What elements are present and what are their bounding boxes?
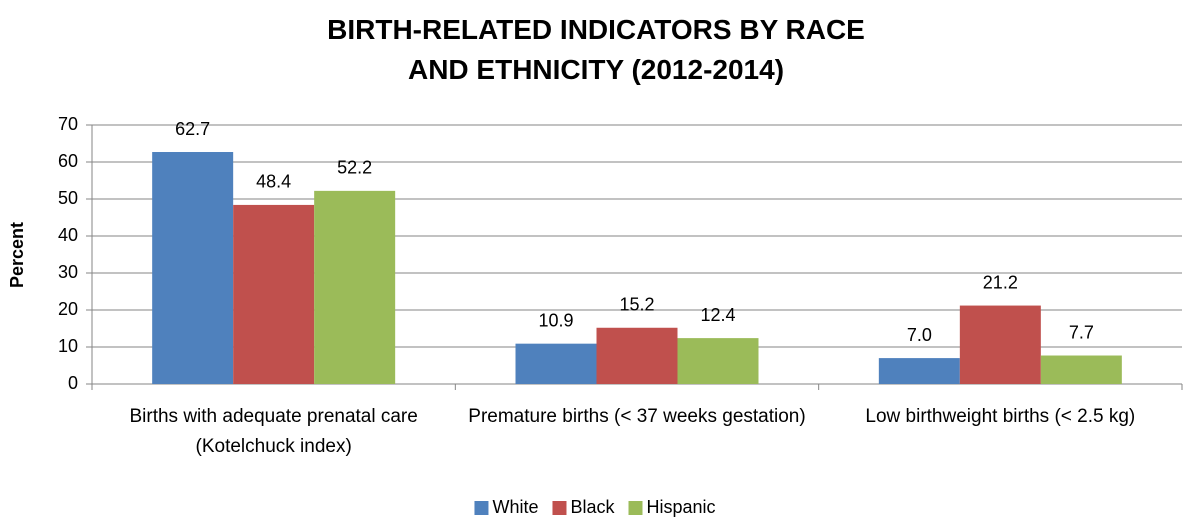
y-tick-label: 50 bbox=[58, 188, 78, 208]
bar bbox=[314, 190, 396, 384]
bar bbox=[515, 343, 597, 384]
data-label: 48.4 bbox=[256, 172, 291, 192]
y-tick-label: 10 bbox=[58, 336, 78, 356]
chart-title: BIRTH-RELATED INDICATORS BY RACE AND ETH… bbox=[327, 14, 865, 85]
x-tick-label: Births with adequate prenatal care (Kote… bbox=[129, 406, 418, 457]
data-label: 7.0 bbox=[907, 325, 932, 345]
data-label: 62.7 bbox=[175, 119, 210, 139]
legend-label: Black bbox=[570, 497, 615, 517]
bar bbox=[1040, 355, 1122, 384]
data-label: 7.7 bbox=[1069, 322, 1094, 342]
y-axis-label: Percent bbox=[7, 222, 27, 288]
legend-swatch bbox=[474, 501, 489, 515]
y-tick-label: 0 bbox=[68, 373, 78, 393]
bar bbox=[878, 358, 960, 384]
bar bbox=[596, 327, 678, 384]
bar bbox=[233, 204, 315, 384]
data-label: 12.4 bbox=[700, 305, 735, 325]
legend-swatch bbox=[552, 501, 567, 515]
data-label: 21.2 bbox=[983, 272, 1018, 292]
y-tick-label: 20 bbox=[58, 299, 78, 319]
y-tick-label: 40 bbox=[58, 225, 78, 245]
y-tick-label: 70 bbox=[58, 114, 78, 134]
data-label: 52.2 bbox=[337, 158, 372, 178]
legend-swatch bbox=[628, 501, 643, 515]
legend-label: White bbox=[492, 497, 538, 517]
bar bbox=[152, 152, 234, 384]
legend-label: Hispanic bbox=[647, 497, 716, 517]
x-tick-label: Premature births (< 37 weeks gestation) bbox=[468, 406, 806, 427]
y-tick-label: 30 bbox=[58, 262, 78, 282]
data-label: 10.9 bbox=[538, 310, 573, 330]
x-tick-label: Low birthweight births (< 2.5 kg) bbox=[865, 406, 1136, 427]
data-label: 15.2 bbox=[619, 295, 654, 315]
bar bbox=[959, 305, 1041, 384]
bar bbox=[677, 338, 759, 384]
y-tick-label: 60 bbox=[58, 151, 78, 171]
